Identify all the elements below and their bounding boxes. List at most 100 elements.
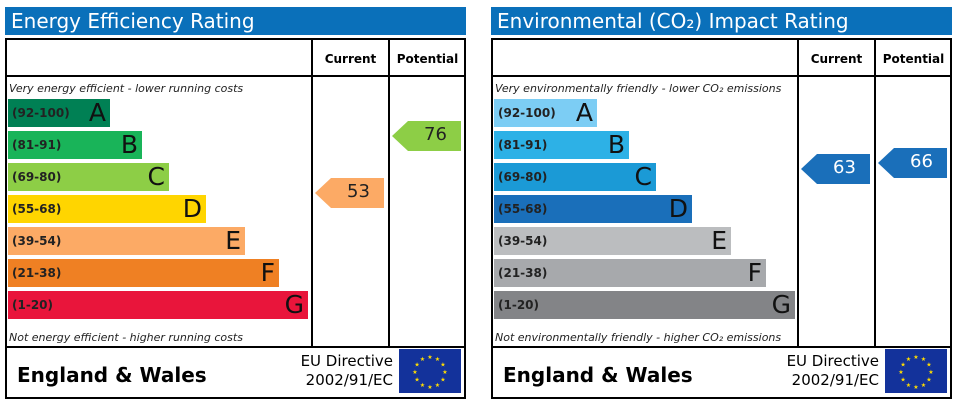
divider (388, 40, 390, 348)
band-g: (1-20) G (8, 291, 308, 319)
svg-text:★: ★ (435, 356, 440, 363)
band-range: (39-54) (12, 234, 62, 248)
band-letter: A (575, 98, 593, 127)
band-range: (21-38) (12, 266, 62, 280)
top-note: Very energy efficient - lower running co… (9, 82, 244, 95)
band-letter: D (182, 194, 202, 223)
band-e: (39-54) E (494, 227, 731, 255)
current-rating-value: 53 (347, 181, 370, 202)
column-header-potential: Potential (882, 52, 945, 66)
divider (311, 40, 313, 348)
band-range: (55-68) (498, 202, 548, 216)
band-a: (92-100) A (8, 99, 110, 127)
panel-title: Environmental (CO₂) Impact Rating (491, 7, 952, 35)
svg-text:★: ★ (427, 384, 432, 391)
band-range: (69-80) (12, 170, 62, 184)
directive-line1: EU Directive (300, 352, 393, 370)
panel-title: Energy Efficiency Rating (5, 7, 466, 35)
band-a: (92-100) A (494, 99, 597, 127)
band-range: (81-91) (498, 138, 548, 152)
band-g: (1-20) G (494, 291, 795, 319)
band-letter: B (607, 130, 625, 159)
svg-text:★: ★ (913, 384, 918, 391)
svg-text:★: ★ (412, 369, 417, 376)
band-c: (69-80) C (494, 163, 656, 191)
svg-text:★: ★ (906, 356, 911, 363)
current-rating-arrow: 63 (801, 154, 870, 184)
potential-rating-value: 76 (424, 124, 447, 145)
band-b: (81-91) B (494, 131, 629, 159)
svg-text:★: ★ (442, 369, 447, 376)
svg-text:★: ★ (420, 382, 425, 389)
svg-text:★: ★ (926, 377, 931, 384)
eu-flag-icon: ★ ★ ★ ★ ★ ★ ★ ★ ★ ★ ★ ★ (885, 349, 947, 393)
band-range: (21-38) (498, 266, 548, 280)
potential-rating-arrow: 76 (392, 121, 461, 151)
environmental-impact-panel: Environmental (CO₂) Impact Rating Curren… (491, 0, 952, 404)
svg-text:★: ★ (440, 377, 445, 384)
band-range: (55-68) (12, 202, 62, 216)
band-range: (39-54) (498, 234, 548, 248)
column-header-current: Current (324, 52, 377, 66)
band-letter: C (634, 162, 652, 191)
band-range: (1-20) (498, 298, 539, 312)
bottom-note: Not environmentally friendly - higher CO… (495, 331, 782, 344)
divider (493, 75, 950, 77)
band-letter: A (88, 98, 106, 127)
band-b: (81-91) B (8, 131, 142, 159)
current-rating-arrow: 53 (315, 178, 384, 208)
band-letter: G (284, 290, 304, 319)
svg-text:★: ★ (913, 354, 918, 361)
svg-text:★: ★ (900, 377, 905, 384)
potential-rating-arrow: 66 (878, 148, 947, 178)
band-letter: B (120, 130, 138, 159)
divider (874, 40, 876, 348)
band-letter: F (747, 258, 762, 287)
svg-text:★: ★ (906, 382, 911, 389)
directive-line2: 2002/91/EC (305, 371, 393, 389)
band-letter: E (711, 226, 727, 255)
column-header-potential: Potential (396, 52, 459, 66)
svg-text:★: ★ (440, 362, 445, 369)
band-f: (21-38) F (494, 259, 766, 287)
column-header-current: Current (810, 52, 863, 66)
directive-line1: EU Directive (786, 352, 879, 370)
eu-directive: EU Directive 2002/91/EC (775, 352, 879, 390)
svg-text:★: ★ (435, 382, 440, 389)
band-e: (39-54) E (8, 227, 245, 255)
svg-text:★: ★ (921, 356, 926, 363)
divider (797, 40, 799, 348)
energy-efficiency-panel: Energy Efficiency Rating Current Potenti… (5, 0, 466, 404)
country-label: England & Wales (503, 363, 693, 387)
divider (7, 346, 464, 348)
svg-text:★: ★ (926, 362, 931, 369)
rating-table: Current Potential Very environmentally f… (491, 38, 952, 399)
band-letter: G (771, 290, 791, 319)
band-range: (69-80) (498, 170, 548, 184)
svg-text:★: ★ (900, 362, 905, 369)
svg-text:★: ★ (898, 369, 903, 376)
band-d: (55-68) D (8, 195, 206, 223)
divider (493, 346, 950, 348)
bottom-note: Not energy efficient - higher running co… (9, 331, 243, 344)
svg-text:★: ★ (928, 369, 933, 376)
divider (7, 75, 464, 77)
band-letter: C (147, 162, 165, 191)
svg-text:★: ★ (414, 362, 419, 369)
eu-directive: EU Directive 2002/91/EC (289, 352, 393, 390)
svg-text:★: ★ (427, 354, 432, 361)
svg-text:★: ★ (414, 377, 419, 384)
band-f: (21-38) F (8, 259, 279, 287)
svg-text:★: ★ (420, 356, 425, 363)
band-range: (1-20) (12, 298, 53, 312)
eu-flag-icon: ★ ★ ★ ★ ★ ★ ★ ★ ★ ★ ★ ★ (399, 349, 461, 393)
potential-rating-value: 66 (910, 151, 933, 172)
current-rating-value: 63 (833, 157, 856, 178)
band-range: (92-100) (498, 106, 556, 120)
directive-line2: 2002/91/EC (791, 371, 879, 389)
band-c: (69-80) C (8, 163, 169, 191)
band-range: (81-91) (12, 138, 62, 152)
rating-table: Current Potential Very energy efficient … (5, 38, 466, 399)
band-letter: F (260, 258, 275, 287)
band-range: (92-100) (12, 106, 70, 120)
